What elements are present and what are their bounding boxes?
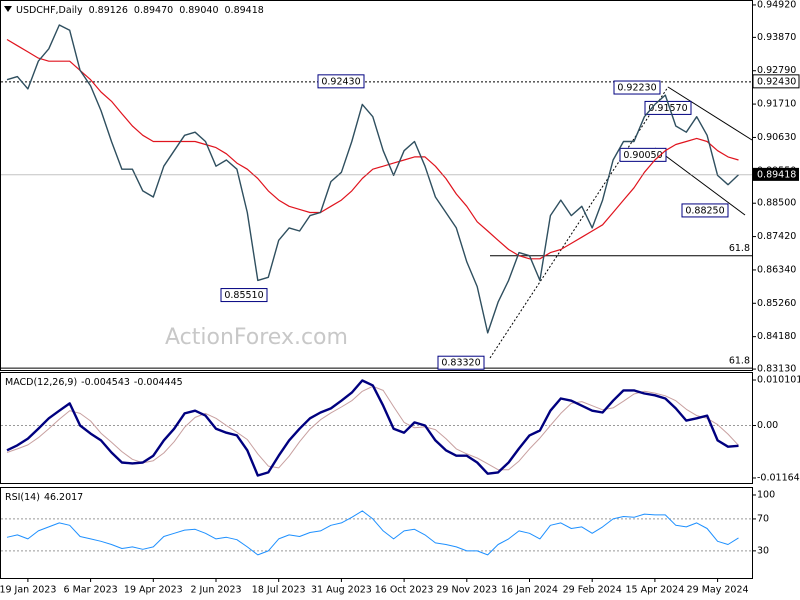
pane-title: USDCHF,Daily xyxy=(16,5,83,16)
annotation-label: 0.92430 xyxy=(321,76,360,87)
y-tick-label: 0.94920 xyxy=(757,0,796,10)
ohlc-value: 0.89040 xyxy=(179,5,218,16)
menu-icon xyxy=(4,6,12,12)
annotation-label: 0.88250 xyxy=(685,205,724,216)
y-tick-label: 70 xyxy=(757,513,769,524)
x-tick-label: 29 Feb 2024 xyxy=(563,585,622,596)
y-tick-label: 0.83130 xyxy=(757,364,796,375)
header-value: -0.004543 xyxy=(81,377,130,388)
x-tick-label: 29 Nov 2023 xyxy=(436,585,497,596)
price-label: 0.89418 xyxy=(757,169,796,180)
pane-title: MACD(12,26,9) xyxy=(5,377,77,388)
x-tick-label: 29 May 2024 xyxy=(687,585,749,596)
y-tick-label: 0.91710 xyxy=(757,99,796,110)
x-tick-label: 16 Jan 2024 xyxy=(501,585,558,596)
ohlc-value: 0.89418 xyxy=(225,5,264,16)
macd-pane xyxy=(0,372,753,484)
ohlc-value: 0.89470 xyxy=(134,5,173,16)
annotation-box xyxy=(613,80,661,95)
header-value: -0.004445 xyxy=(134,377,183,388)
pane-header: MACD(12,26,9) -0.004543 -0.004445 xyxy=(5,377,183,388)
y-tick-label: 0.90630 xyxy=(757,132,796,143)
x-tick-label: 18 Jul 2023 xyxy=(252,585,306,596)
annotation-box xyxy=(437,355,485,370)
ohlc-value: 0.89126 xyxy=(89,5,128,16)
annotation-box xyxy=(220,288,268,303)
y-tick-label: 0.93870 xyxy=(757,32,796,43)
axis-label: 0.92430 xyxy=(757,76,796,87)
y-tick-label: -0.011645 xyxy=(757,472,800,483)
fib-label: 61.8 xyxy=(729,243,750,254)
series-line xyxy=(6,379,739,477)
price-pane xyxy=(0,0,753,371)
x-tick-label: 19 Jan 2023 xyxy=(0,585,56,596)
pane-header: USDCHF,Daily 0.89126 0.89470 0.89040 0.89418 xyxy=(16,5,264,16)
pane-title: RSI(14) xyxy=(5,492,40,503)
annotation-label: 0.85510 xyxy=(224,290,263,301)
y-tick-label: 30 xyxy=(757,545,769,556)
pane-header: RSI(14) 46.2017 xyxy=(5,492,83,503)
x-tick-label: 19 Apr 2023 xyxy=(124,585,183,596)
axis-label-box xyxy=(752,74,800,89)
y-tick-label: 0.87420 xyxy=(757,231,796,242)
annotation-box xyxy=(619,147,667,162)
annotation-label: 0.91570 xyxy=(648,103,687,114)
y-tick-label: 0.85260 xyxy=(757,298,796,309)
y-tick-label: 0.92790 xyxy=(757,65,796,76)
header-value: 46.2017 xyxy=(44,492,83,503)
y-tick-label: 0.010101 xyxy=(757,375,800,386)
x-tick-label: 31 Aug 2023 xyxy=(311,585,372,596)
channel-upper xyxy=(667,86,753,141)
annotation-box xyxy=(681,203,729,218)
y-tick-label: 0.84180 xyxy=(757,331,796,342)
series-line xyxy=(6,38,739,260)
series-line xyxy=(6,510,739,556)
x-tick-label: 6 Mar 2023 xyxy=(64,585,118,596)
annotation-label: 0.92230 xyxy=(617,83,656,94)
series-line xyxy=(6,24,739,334)
price-box xyxy=(753,167,799,181)
watermark: ActionForex.com xyxy=(165,325,348,350)
x-tick-label: 16 Oct 2023 xyxy=(375,585,434,596)
annotation-label: 0.90050 xyxy=(623,150,662,161)
channel-lower xyxy=(654,147,746,216)
fib-label: 61.8 xyxy=(729,356,750,367)
annotation-box xyxy=(317,74,365,89)
x-tick-label: 2 Jun 2023 xyxy=(190,585,241,596)
y-tick-label: 0.88500 xyxy=(757,198,796,209)
annotation-label: 0.83320 xyxy=(441,358,480,369)
y-tick-label: 100 xyxy=(757,489,775,500)
rsi-pane xyxy=(0,487,753,579)
x-tick-label: 15 Apr 2024 xyxy=(626,585,685,596)
y-tick-label: 0.86340 xyxy=(757,264,796,275)
y-tick-label: 0.00 xyxy=(757,420,778,431)
